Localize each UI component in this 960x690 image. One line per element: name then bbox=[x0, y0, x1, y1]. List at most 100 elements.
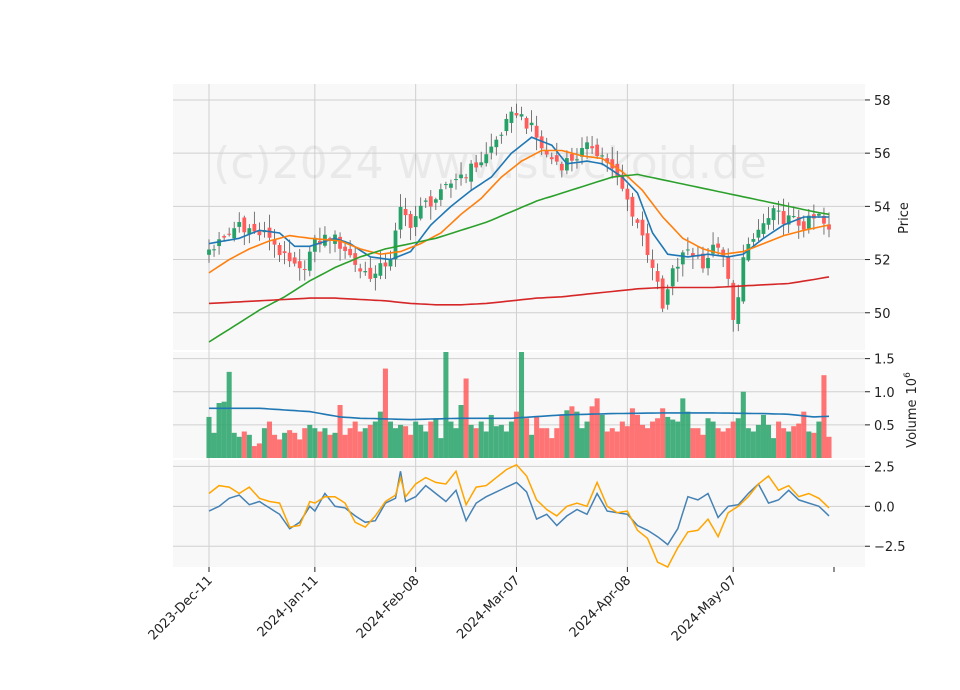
candle-body bbox=[474, 162, 479, 168]
volume-bar bbox=[629, 408, 635, 458]
volume-bar bbox=[403, 426, 409, 458]
volume-bar bbox=[453, 428, 459, 458]
volume-bar bbox=[524, 418, 530, 458]
candle-body bbox=[499, 134, 504, 136]
candle-body bbox=[650, 259, 655, 268]
candle-body bbox=[484, 154, 489, 164]
volume-bar bbox=[816, 421, 822, 458]
volume-bar bbox=[413, 421, 419, 458]
candle-body bbox=[459, 174, 463, 179]
x-tick-label: 2024-Mar-07 bbox=[454, 573, 523, 642]
price-axis-tick-label: 54 bbox=[874, 200, 891, 215]
candle-body bbox=[716, 243, 721, 248]
candle-body bbox=[393, 230, 398, 260]
candle-body bbox=[736, 297, 741, 324]
candle-body bbox=[479, 162, 484, 166]
volume-bar bbox=[307, 424, 313, 458]
volume-bar bbox=[634, 414, 640, 458]
candle-body bbox=[242, 217, 247, 233]
candle-body bbox=[726, 257, 731, 279]
candle-body bbox=[559, 163, 564, 171]
volume-bar bbox=[377, 411, 383, 458]
candle-body bbox=[615, 163, 620, 178]
volume-bar bbox=[367, 424, 373, 458]
candle-body bbox=[403, 208, 408, 216]
volume-bar bbox=[332, 432, 338, 458]
candle-body bbox=[570, 154, 574, 161]
price-ma-slow-line bbox=[208, 173, 830, 343]
volume-bar bbox=[519, 352, 525, 458]
volume-bar bbox=[327, 434, 333, 458]
volume-bar bbox=[604, 431, 610, 458]
candle-body bbox=[741, 257, 746, 302]
volume-bar bbox=[806, 431, 812, 458]
x-tick-label: 2024-Apr-08 bbox=[567, 573, 634, 640]
volume-bar bbox=[438, 438, 444, 458]
volume-bar bbox=[745, 428, 751, 458]
watermark: (c)2024 www.stockoid.de bbox=[213, 138, 767, 189]
volume-bar bbox=[539, 428, 545, 458]
x-axis: 2023-Dec-11 2024-Jan-11 2024-Feb-08 2024-Ma… bbox=[146, 567, 835, 644]
volume-axis-label: Volume 106 bbox=[903, 372, 920, 448]
volume-bar bbox=[357, 431, 363, 458]
candle-body bbox=[585, 142, 589, 150]
candle-body bbox=[771, 208, 776, 221]
candle-body bbox=[625, 188, 630, 200]
volume-bar bbox=[292, 432, 298, 458]
candle-body bbox=[691, 253, 695, 257]
volume-bar bbox=[206, 416, 212, 458]
candle-body bbox=[413, 216, 418, 228]
candle-body bbox=[464, 177, 468, 179]
volume-bar bbox=[408, 434, 414, 458]
candle-body bbox=[711, 244, 715, 254]
volume-bar bbox=[544, 428, 550, 458]
volume-bar bbox=[387, 421, 393, 458]
candle-body bbox=[267, 227, 272, 238]
volume-bar bbox=[211, 432, 217, 458]
volume-bar bbox=[498, 424, 504, 458]
candle-body bbox=[444, 184, 448, 186]
candle-body bbox=[217, 239, 221, 247]
volume-bar bbox=[216, 403, 222, 458]
candle-body bbox=[575, 159, 579, 161]
candle-body bbox=[796, 217, 801, 226]
volume-bar bbox=[272, 434, 278, 458]
candle-body bbox=[454, 179, 458, 181]
candle-body bbox=[509, 111, 514, 123]
volume-bar bbox=[312, 428, 318, 458]
volume-bar bbox=[488, 414, 494, 458]
candle-body bbox=[514, 113, 519, 116]
volume-bar bbox=[786, 431, 792, 458]
volume-bar bbox=[513, 411, 519, 458]
volume-bar bbox=[448, 421, 454, 458]
candle-body bbox=[287, 252, 292, 262]
candle-body bbox=[418, 205, 423, 219]
candle-body bbox=[272, 239, 277, 245]
candle-body bbox=[590, 146, 594, 149]
volume-bar bbox=[302, 428, 308, 458]
volume-bar bbox=[579, 428, 585, 458]
volume-bar bbox=[256, 443, 262, 458]
candle-body bbox=[277, 245, 282, 256]
candle-body bbox=[423, 200, 428, 202]
oscillator-panel-background bbox=[173, 460, 865, 567]
volume-bar bbox=[458, 405, 464, 458]
volume-bar bbox=[645, 428, 651, 458]
candle-body bbox=[751, 239, 756, 242]
volume-bar bbox=[468, 424, 474, 458]
volume-bar bbox=[342, 434, 348, 458]
volume-bar bbox=[221, 401, 227, 458]
candle-body bbox=[670, 268, 675, 287]
volume-bar bbox=[392, 428, 399, 458]
volume-bar bbox=[650, 421, 656, 458]
volume-bar bbox=[559, 414, 565, 458]
x-tick-label: 2024-May-07 bbox=[669, 573, 740, 644]
volume-bar bbox=[599, 414, 605, 458]
price-axis-tick-label: 56 bbox=[874, 147, 891, 162]
volume-bar bbox=[231, 432, 237, 458]
candle-body bbox=[701, 253, 705, 269]
volume-bar bbox=[433, 418, 439, 458]
candle-body bbox=[348, 248, 353, 256]
candle-body bbox=[600, 155, 605, 157]
